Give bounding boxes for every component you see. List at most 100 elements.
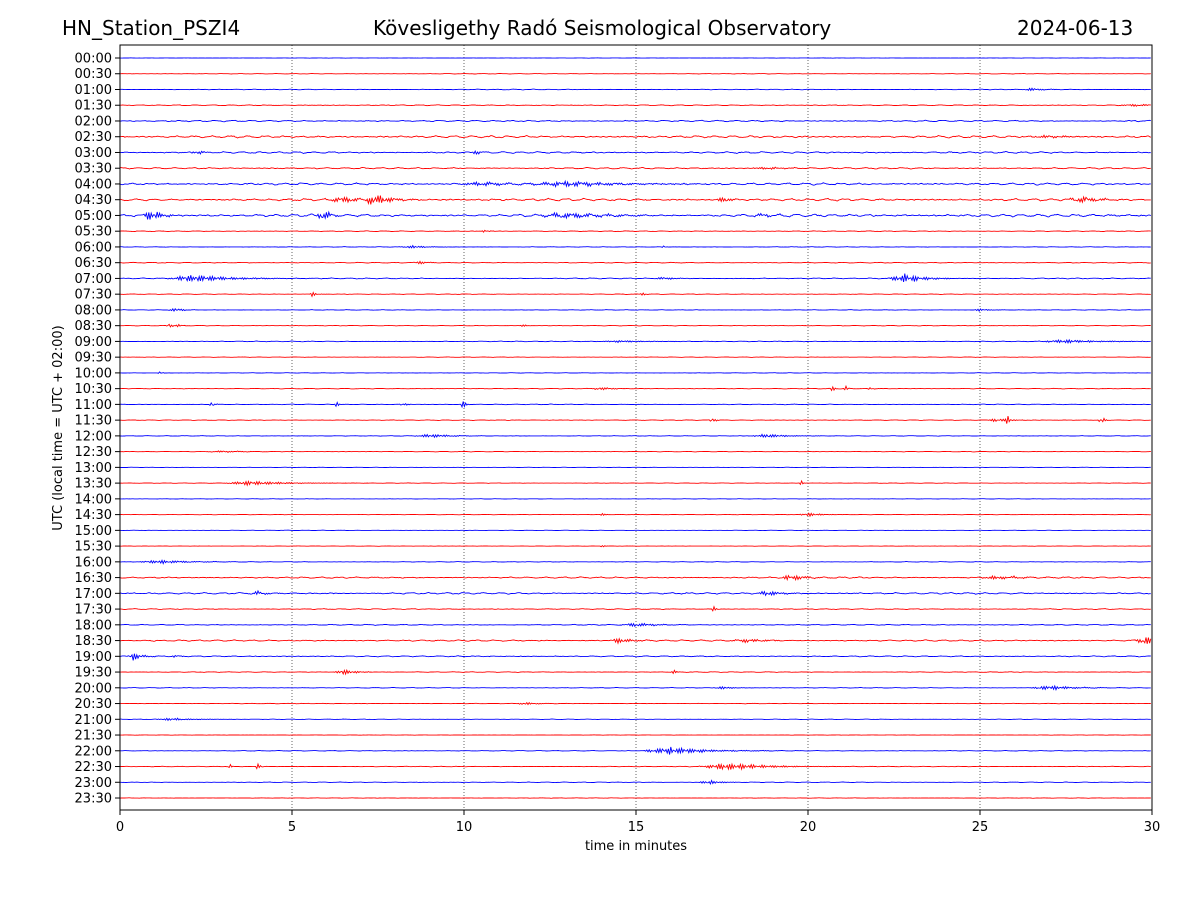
y-tick-label: 18:30 [75,634,112,649]
trace-1600 [120,559,1151,565]
y-tick-label: 02:00 [75,114,112,129]
trace-0730 [119,291,1151,298]
y-tick-label: 02:30 [75,130,112,145]
y-tick-label: 07:30 [75,288,112,303]
y-tick-label: 19:30 [75,666,112,681]
x-tick-label: 20 [800,820,817,835]
trace-0330 [119,166,1151,171]
trace-1330 [119,479,1151,487]
y-tick-label: 16:00 [75,555,112,570]
y-tick-label: 13:30 [75,477,112,492]
trace-2030 [119,701,1151,706]
trace-0600 [120,244,1151,249]
y-tick-label: 18:00 [75,618,112,633]
y-tick-label: 21:00 [75,713,112,728]
y-tick-label: 15:00 [75,524,112,539]
y-tick-label: 19:00 [75,650,112,665]
grid-lines [291,45,981,810]
trace-1230 [119,450,1151,453]
trace-2330 [119,797,1151,799]
trace-0700 [119,273,1151,283]
trace-2100 [120,717,1151,722]
y-tick-label: 22:30 [75,760,112,775]
trace-1800 [120,622,1151,628]
y-tick-label: 15:30 [75,540,112,555]
station-name: HN_Station_PSZI4 [62,16,241,40]
trace-1700 [119,589,1151,597]
y-axis-label: UTC (local time = UTC + 02:00) [51,325,66,530]
y-tick-label: 08:00 [75,303,112,318]
y-tick-label: 14:30 [75,508,112,523]
y-tick-label: 01:00 [75,83,112,98]
trace-0030 [119,73,1151,75]
x-axis-label: time in minutes [585,839,687,854]
trace-0500 [119,210,1151,220]
x-axis-ticks: 0 5 10 15 20 25 30 [116,810,1160,835]
y-axis-ticks: 00:0000:3001:0001:3002:0002:3003:0003:30… [75,52,120,807]
y-tick-label: 03:30 [75,162,112,177]
trace-0930 [120,356,1151,358]
y-tick-label: 11:00 [75,398,112,413]
y-tick-label: 20:30 [75,697,112,712]
y-tick-label: 16:30 [75,571,112,586]
trace-1030 [119,384,1151,392]
x-tick-label: 15 [628,820,645,835]
trace-0200 [119,119,1151,123]
y-tick-label: 14:00 [75,492,112,507]
trace-1930 [120,668,1151,676]
y-tick-label: 00:00 [75,52,112,67]
y-tick-label: 07:00 [75,272,112,287]
y-tick-label: 06:00 [75,240,112,255]
x-tick-label: 30 [1144,820,1161,835]
y-tick-label: 12:00 [75,429,112,444]
y-tick-label: 23:30 [75,792,112,807]
trace-2200 [120,746,1151,755]
date-label: 2024-06-13 [1017,16,1134,40]
trace-1200 [120,433,1151,439]
chart-title: Kövesligethy Radó Seismological Observat… [373,16,832,40]
trace-0900 [120,338,1151,344]
y-tick-label: 21:30 [75,729,112,744]
trace-2000 [119,684,1151,692]
trace-1130 [120,416,1151,424]
x-tick-label: 25 [972,820,989,835]
y-tick-label: 23:00 [75,776,112,791]
y-tick-label: 05:00 [75,209,112,224]
trace-1100 [119,401,1151,409]
y-tick-label: 10:00 [75,366,112,381]
trace-2230 [119,762,1151,771]
y-tick-label: 11:30 [75,414,112,429]
trace-1000 [120,371,1151,374]
y-tick-label: 05:30 [75,225,112,240]
trace-1830 [119,637,1152,645]
y-tick-label: 22:00 [75,744,112,759]
trace-1630 [119,574,1151,582]
trace-1500 [119,529,1151,532]
y-tick-label: 03:00 [75,146,112,161]
y-tick-label: 09:00 [75,335,112,350]
y-tick-label: 08:30 [75,319,112,334]
trace-0100 [119,87,1151,92]
x-tick-label: 5 [288,820,296,835]
y-tick-label: 12:30 [75,445,112,460]
y-tick-label: 17:00 [75,587,112,602]
y-tick-label: 13:00 [75,461,112,476]
y-tick-label: 01:30 [75,99,112,114]
trace-0430 [119,195,1151,206]
trace-0400 [119,179,1151,189]
y-tick-label: 06:30 [75,256,112,271]
trace-0530 [119,229,1151,233]
y-tick-label: 17:30 [75,603,112,618]
trace-1900 [119,653,1151,661]
trace-0800 [120,308,1151,313]
x-tick-label: 0 [116,820,124,835]
y-tick-label: 09:30 [75,351,112,366]
x-tick-label: 10 [456,820,473,835]
trace-0830 [119,323,1151,328]
trace-1430 [119,512,1151,518]
trace-0130 [120,103,1151,107]
y-tick-label: 04:30 [75,193,112,208]
y-tick-label: 10:30 [75,382,112,397]
